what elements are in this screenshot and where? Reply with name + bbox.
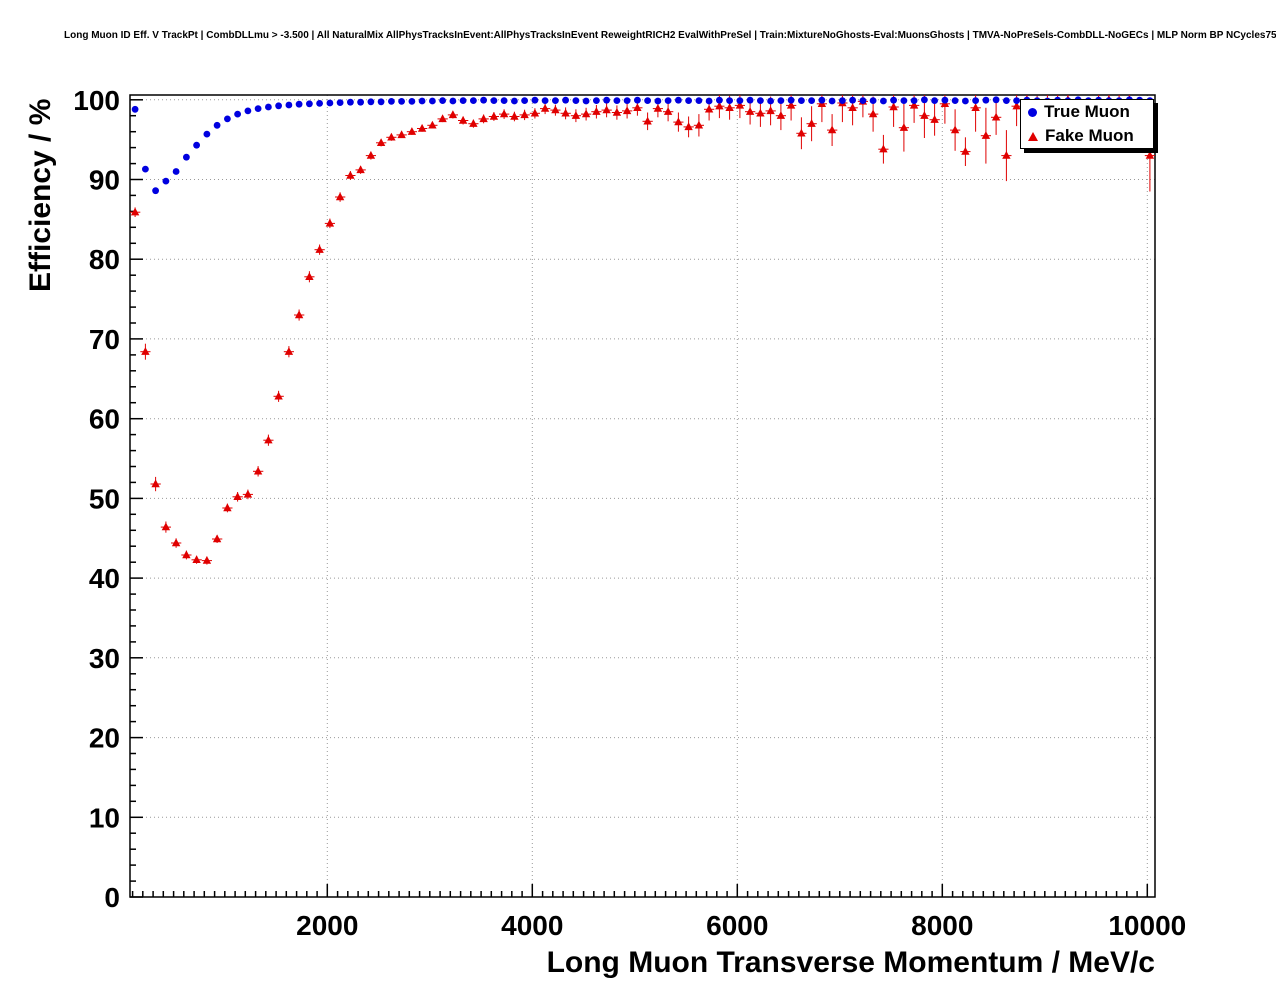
svg-text:2000: 2000 [296, 910, 358, 941]
legend-label-fake-muon: Fake Muon [1045, 126, 1134, 145]
legend-label-true-muon: True Muon [1044, 102, 1130, 121]
svg-text:30: 30 [89, 643, 120, 674]
gridlines [130, 95, 1155, 897]
y-axis-tick-labels: 0 10 20 30 40 50 60 70 80 90 100 [73, 85, 120, 913]
svg-text:40: 40 [89, 563, 120, 594]
svg-text:60: 60 [89, 404, 120, 435]
plot-title: Long Muon ID Eff. V TrackPt | CombDLLmu … [64, 30, 1276, 41]
fake-muon-series [130, 95, 1155, 565]
true-muon-series [131, 96, 1154, 195]
svg-text:90: 90 [89, 165, 120, 196]
svg-text:20: 20 [89, 723, 120, 754]
svg-text:6000: 6000 [706, 910, 768, 941]
plot-frame [129, 94, 1156, 898]
svg-text:0: 0 [104, 882, 120, 913]
fake-muon-marker-icon [1028, 131, 1038, 141]
svg-text:80: 80 [89, 244, 120, 275]
svg-text:8000: 8000 [911, 910, 973, 941]
svg-text:4000: 4000 [501, 910, 563, 941]
x-axis-tick-labels: 2000 4000 6000 8000 10000 [296, 910, 1186, 941]
legend-entry-true-muon: True Muon [1021, 100, 1153, 124]
svg-text:50: 50 [89, 483, 120, 514]
legend-entry-fake-muon: Fake Muon [1021, 124, 1153, 148]
svg-text:70: 70 [89, 324, 120, 355]
svg-text:10000: 10000 [1108, 910, 1186, 941]
svg-text:10: 10 [89, 802, 120, 833]
x-axis-title: Long Muon Transverse Momentum / MeV/c [546, 946, 1155, 979]
legend: True Muon Fake Muon [1020, 99, 1154, 149]
svg-text:100: 100 [73, 85, 120, 116]
axis-ticks [130, 99, 1149, 898]
true-muon-marker-icon [1028, 107, 1037, 117]
